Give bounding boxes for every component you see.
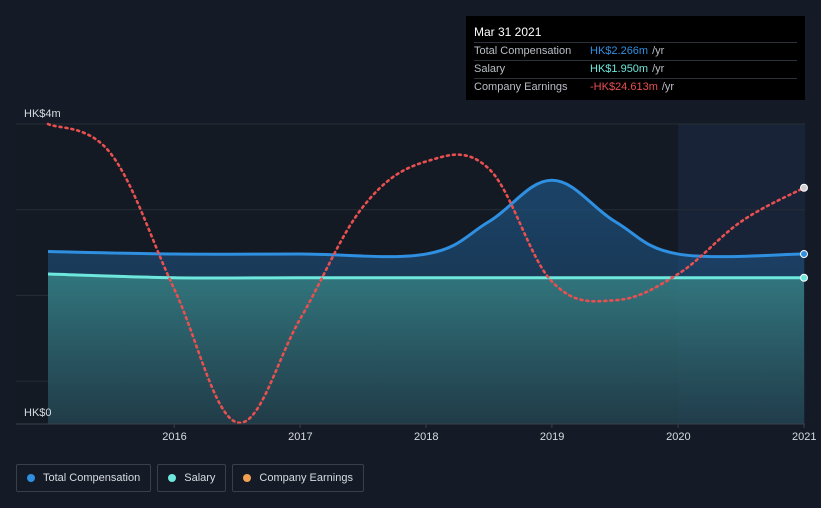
- salary-end-marker: [800, 273, 808, 282]
- company-earnings-end-marker: [800, 183, 808, 192]
- legend-dot-icon: [243, 474, 252, 482]
- legend-dot-icon: [168, 474, 177, 482]
- salary-line: [47, 272, 804, 280]
- x-tick-label: 2021: [792, 431, 816, 443]
- legend-item-total-compensation[interactable]: Total Compensation: [16, 464, 152, 492]
- legend-item-company-earnings[interactable]: Company Earnings: [232, 464, 364, 492]
- x-tick-label: 2020: [666, 431, 690, 443]
- legend-dot-icon: [27, 474, 35, 482]
- tooltip: Mar 31 2021 Total Compensation HK$2.266m…: [466, 16, 805, 100]
- total-compensation-line: [47, 178, 805, 259]
- tooltip-label: Salary: [474, 63, 506, 75]
- salary-area: [48, 274, 804, 424]
- tooltip-value: HK$2.266m: [590, 45, 649, 57]
- tooltip-row-salary: Salary HK$1.950m /yr: [474, 60, 797, 78]
- tooltip-unit: /yr: [652, 63, 665, 75]
- legend-item-salary[interactable]: Salary: [157, 464, 227, 492]
- tooltip-value: HK$1.950m: [590, 63, 649, 75]
- tooltip-label: Company Earnings: [474, 81, 568, 93]
- legend-label: Salary: [184, 472, 216, 484]
- tooltip-unit: /yr: [652, 45, 665, 57]
- tooltip-label: Total Compensation: [474, 45, 572, 57]
- legend: Total Compensation Salary Company Earnin…: [16, 464, 364, 492]
- y-tick-label-top: HK$4m: [24, 108, 61, 120]
- tooltip-value: -HK$24.613m: [590, 81, 658, 93]
- x-axis: 2016 2017 2018 2019 2020 2021: [162, 424, 816, 443]
- y-tick-label-bottom: HK$0: [24, 407, 52, 419]
- total-compensation-end-marker: [800, 250, 808, 259]
- tooltip-row-company-earnings: Company Earnings -HK$24.613m /yr: [474, 78, 797, 96]
- x-tick-label: 2018: [414, 431, 438, 443]
- x-tick-label: 2017: [288, 431, 312, 443]
- end-markers: [800, 183, 808, 282]
- legend-label: Total Compensation: [43, 472, 141, 484]
- legend-label: Company Earnings: [259, 472, 353, 484]
- tooltip-date: Mar 31 2021: [474, 25, 542, 39]
- x-tick-label: 2019: [540, 431, 564, 443]
- company-earnings-line: [46, 122, 806, 424]
- tooltip-row-total-compensation: Total Compensation HK$2.266m /yr: [474, 42, 797, 60]
- tooltip-unit: /yr: [661, 81, 675, 93]
- x-tick-label: 2016: [162, 431, 186, 443]
